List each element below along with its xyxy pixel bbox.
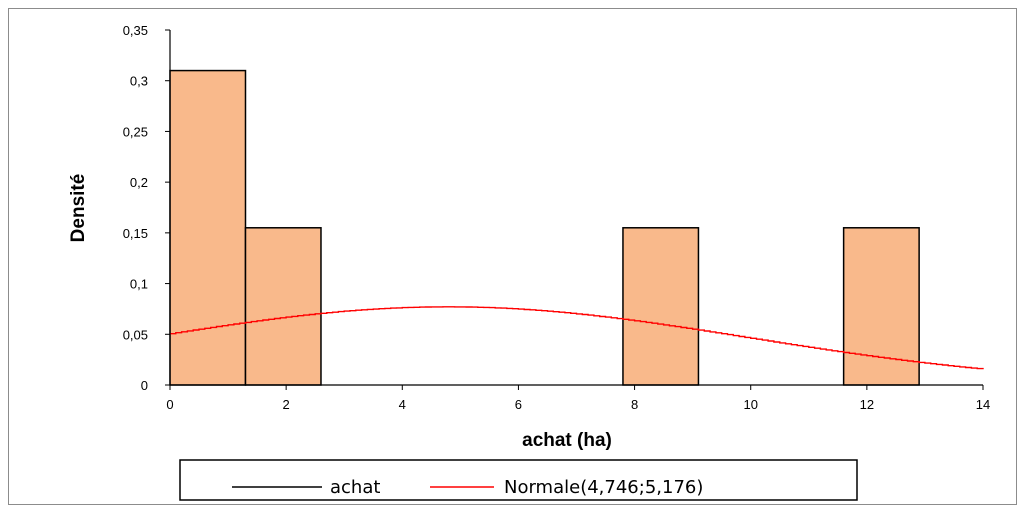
- y-tick-label: 0,15: [123, 226, 148, 241]
- x-tick-label: 2: [283, 397, 290, 412]
- histogram-bars: [169, 69, 920, 386]
- normal-curve-layer: [170, 306, 984, 370]
- histogram-bar: [622, 227, 700, 386]
- y-tick-label: 0,05: [123, 327, 148, 342]
- x-tick-label: 10: [743, 397, 757, 412]
- histogram-bar: [169, 69, 247, 386]
- legend: achat Normale(4,746;5,176): [179, 459, 858, 501]
- x-tick-label: 14: [976, 397, 990, 412]
- y-tick-label: 0,3: [130, 74, 148, 89]
- y-tick-label: 0,2: [130, 175, 148, 190]
- legend-achat-label: achat: [330, 477, 380, 498]
- x-tick-label: 8: [631, 397, 638, 412]
- histogram-bar: [244, 227, 322, 386]
- histogram-bar: [842, 227, 920, 386]
- x-tick-label: 12: [860, 397, 874, 412]
- axes: 0 2 4 6 8 10 12 14 0 0,05 0,1 0,15 0,2 0,25 0,3 0,35: [123, 23, 991, 412]
- y-tick-label: 0,1: [130, 277, 148, 292]
- x-axis-title: achat (ha): [522, 430, 612, 451]
- y-tick-label: 0,35: [123, 23, 148, 38]
- normal-curve: [170, 306, 984, 370]
- x-tick-label: 4: [399, 397, 406, 412]
- y-tick-label: 0,25: [123, 124, 148, 139]
- x-tick-label: 0: [166, 397, 173, 412]
- legend-normal-label: Normale(4,746;5,176): [504, 477, 703, 498]
- x-tick-label: 6: [515, 397, 522, 412]
- legend-box: [179, 459, 858, 501]
- y-axis-title: Densité: [68, 174, 89, 243]
- y-tick-label: 0: [141, 378, 148, 393]
